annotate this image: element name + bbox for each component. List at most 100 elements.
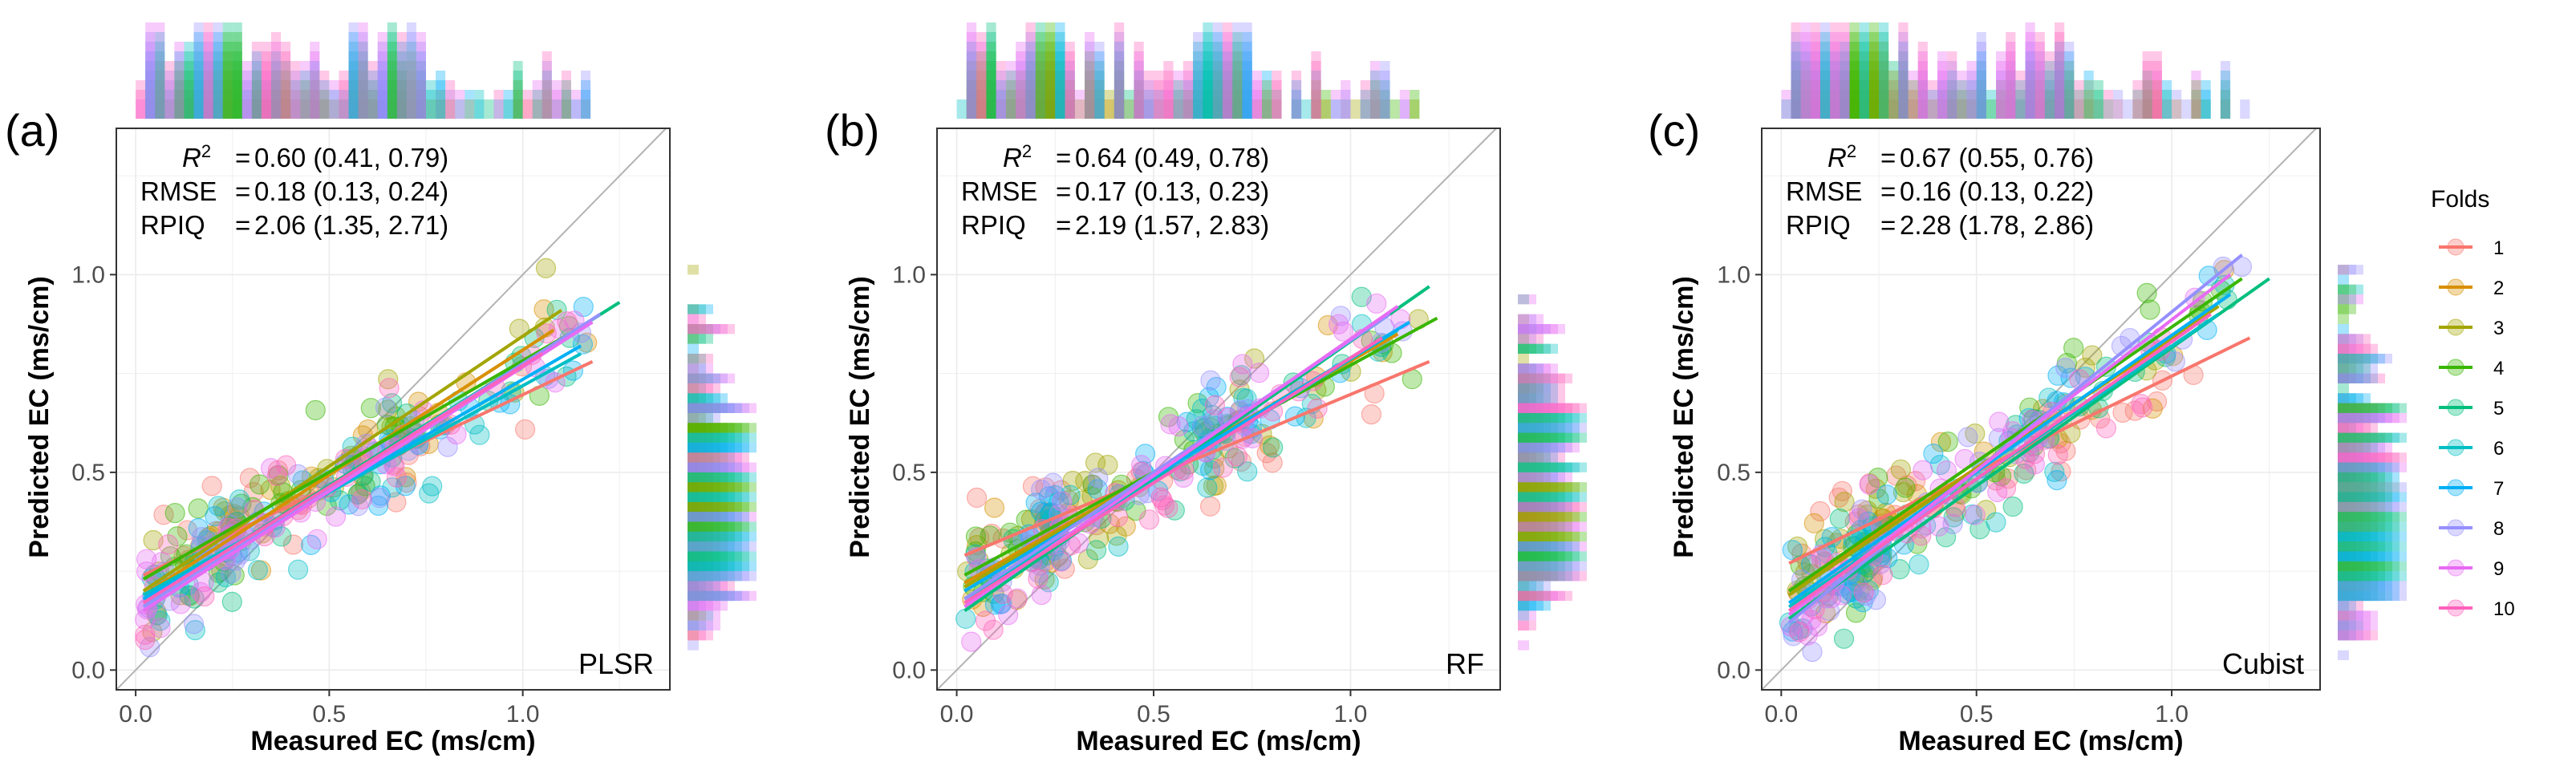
- fit-line-fold-3: [142, 309, 563, 593]
- top-histogram-bar: [1262, 99, 1272, 119]
- legend-label-1: 1: [2493, 237, 2504, 259]
- right-histogram-bar: [688, 541, 728, 552]
- top-histogram-bar: [416, 99, 427, 119]
- top-histogram-bar: [1311, 51, 1321, 119]
- scatter-point: [183, 614, 205, 634]
- top-histogram-bar: [2113, 99, 2124, 119]
- top-histogram-bar: [1114, 90, 1125, 119]
- top-histogram-bar: [1868, 71, 1880, 119]
- top-histogram-bar: [416, 32, 427, 119]
- right-histogram-bar: [1518, 541, 1536, 552]
- scatter-point: [375, 397, 396, 418]
- top-histogram-bar: [213, 99, 223, 119]
- scatter-point: [136, 549, 157, 569]
- top-histogram-bar: [1065, 90, 1075, 119]
- right-histogram-bar: [688, 324, 713, 334]
- right-histogram-bar: [1518, 423, 1529, 433]
- top-histogram-bar: [1065, 42, 1075, 119]
- right-histogram-bar: [2338, 462, 2407, 472]
- top-histogram-bar: [2025, 80, 2035, 119]
- right-histogram-bar: [688, 541, 749, 552]
- top-histogram-bar: [2025, 51, 2035, 119]
- right-histogram-bar: [1518, 363, 1529, 374]
- scatter-point: [2164, 351, 2185, 372]
- top-histogram-bar: [271, 51, 282, 119]
- right-histogram-bar: [688, 541, 699, 552]
- top-histogram-bar: [387, 42, 397, 119]
- stat-equals: =: [235, 176, 250, 206]
- right-histogram-bar: [1518, 412, 1587, 424]
- right-histogram-bar: [1518, 324, 1558, 334]
- right-histogram-bar: [2338, 462, 2378, 472]
- top-histogram-bar: [1203, 61, 1213, 119]
- right-histogram-bar: [688, 551, 699, 561]
- top-histogram-bar: [2103, 99, 2114, 119]
- top-histogram-bar: [1330, 99, 1341, 119]
- top-histogram-bar: [1035, 90, 1045, 119]
- right-histogram: [688, 265, 757, 651]
- top-histogram-bar: [1859, 80, 1869, 119]
- top-histogram-bar: [1341, 90, 1351, 119]
- top-histogram-bar: [1222, 22, 1233, 119]
- right-histogram-bar: [688, 521, 699, 532]
- scatter-point: [1845, 602, 1867, 623]
- scatter-point: [1263, 437, 1284, 458]
- right-histogram-bar: [688, 324, 706, 334]
- top-histogram-bar: [1791, 51, 1801, 119]
- top-histogram-bar: [1937, 71, 1948, 119]
- top-histogram-bar: [1143, 99, 1154, 119]
- top-histogram-bar: [976, 90, 987, 119]
- top-histogram-bar: [1868, 99, 1880, 119]
- top-histogram-bar: [1996, 51, 2006, 119]
- top-histogram-bar: [426, 90, 436, 119]
- right-histogram-bar: [2338, 423, 2363, 433]
- top-histogram-bar: [484, 99, 494, 119]
- top-histogram-bar: [474, 99, 485, 119]
- right-histogram-bar: [2338, 432, 2371, 443]
- right-histogram-bar: [2338, 501, 2356, 513]
- top-histogram-bar: [358, 71, 368, 119]
- right-histogram-bar: [1518, 363, 1544, 374]
- right-histogram-bar: [1518, 620, 1536, 631]
- top-histogram-bar: [1055, 80, 1065, 119]
- right-histogram-bar: [688, 403, 699, 413]
- right-histogram-bar: [688, 571, 742, 582]
- right-histogram-bar: [1518, 403, 1536, 413]
- scatter-point: [1929, 516, 1949, 537]
- top-histogram-bar: [1291, 90, 1302, 119]
- top-histogram-bar: [2083, 80, 2094, 119]
- right-histogram-bar: [2338, 482, 2371, 492]
- top-histogram-bar: [1859, 32, 1869, 119]
- right-histogram-bar: [688, 630, 706, 641]
- top-histogram-bar: [1222, 32, 1233, 119]
- top-histogram-bar: [348, 71, 359, 119]
- stat-r2-sup: 2: [201, 141, 211, 161]
- top-histogram-bar: [1996, 90, 2006, 119]
- scatter-point: [955, 608, 976, 629]
- right-histogram-bar: [1518, 403, 1544, 413]
- right-histogram-bar: [1518, 472, 1529, 483]
- top-histogram-bar: [1212, 61, 1223, 119]
- top-histogram-bar: [290, 71, 301, 119]
- top-histogram-bar: [2025, 99, 2035, 119]
- right-histogram-bar: [688, 432, 713, 443]
- fit-lines: [142, 301, 621, 613]
- stat-equals: =: [1880, 143, 1896, 172]
- top-histogram-bar: [1045, 80, 1056, 119]
- top-histogram-bar: [2064, 90, 2075, 119]
- top-histogram-bar: [396, 32, 407, 119]
- top-histogram-bar: [1232, 71, 1243, 119]
- top-histogram-bar: [436, 71, 446, 119]
- top-histogram-bar: [455, 99, 465, 119]
- legend-marker-3: [2447, 318, 2464, 336]
- top-histogram-bar: [241, 61, 252, 119]
- right-histogram-bar: [1518, 383, 1536, 394]
- top-histogram-bar: [251, 42, 262, 119]
- right-histogram-bar: [2338, 581, 2392, 591]
- right-histogram-bar: [688, 531, 757, 542]
- top-histogram-bar: [1908, 71, 1918, 119]
- top-histogram-bar: [1045, 99, 1056, 119]
- top-histogram-bar: [1898, 90, 1909, 119]
- right-histogram-bar: [2338, 512, 2371, 522]
- right-histogram-bar: [688, 304, 699, 314]
